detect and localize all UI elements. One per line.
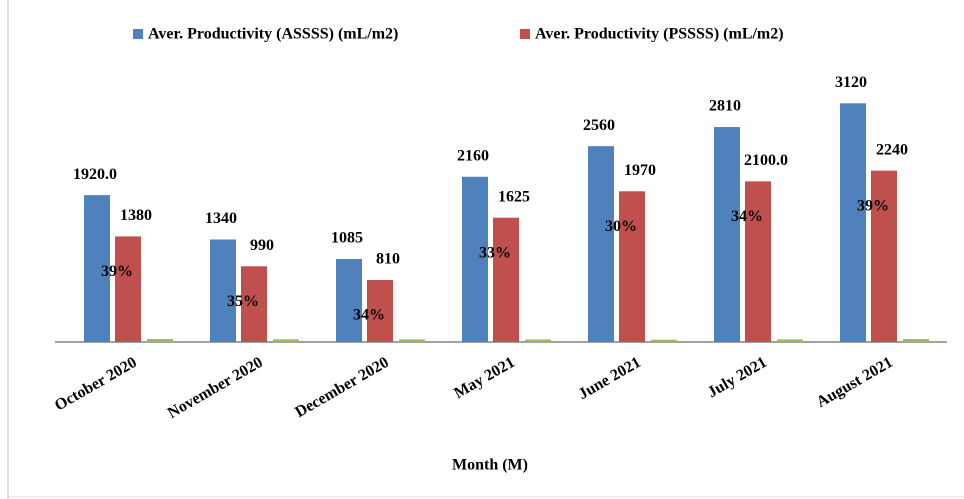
- bar: [714, 127, 740, 342]
- data-label: 1970: [624, 162, 656, 179]
- data-label: 39%: [101, 263, 133, 280]
- legend-swatch: [133, 29, 143, 39]
- data-label: 1625: [498, 188, 530, 205]
- bar: [462, 176, 488, 342]
- bar: [336, 258, 362, 342]
- bar: [619, 191, 645, 342]
- legend-label: Aver. Productivity (ASSSS) (mL/m2): [148, 26, 398, 43]
- data-label: 34%: [731, 208, 763, 225]
- data-label: 2240: [876, 141, 908, 158]
- x-axis-title: Month (M): [452, 457, 528, 474]
- data-label: 39%: [857, 197, 889, 214]
- bar: [210, 239, 236, 342]
- data-label: 2560: [583, 117, 615, 134]
- bar: [777, 339, 803, 342]
- bar: [273, 339, 299, 342]
- bar: [367, 280, 393, 342]
- data-label: 2100.0: [744, 152, 788, 169]
- legend-label: Aver. Productivity (PSSSS) (mL/m2): [535, 26, 784, 43]
- data-label: 30%: [605, 218, 637, 235]
- bar: [651, 339, 677, 342]
- data-label: 1085: [331, 230, 363, 247]
- bar: [903, 339, 929, 342]
- bar: [115, 236, 141, 342]
- bar: [493, 217, 519, 342]
- bar: [871, 170, 897, 342]
- data-label: 2810: [709, 98, 741, 115]
- bar: [399, 339, 425, 342]
- bar: [525, 339, 551, 342]
- data-label: 33%: [479, 244, 511, 261]
- data-label: 3120: [835, 74, 867, 91]
- data-label: 990: [250, 237, 274, 254]
- data-label: 1340: [205, 210, 237, 227]
- legend-swatch: [520, 29, 530, 39]
- bar: [147, 339, 173, 342]
- data-label: 810: [376, 251, 400, 268]
- data-label: 34%: [353, 307, 385, 324]
- bar: [588, 146, 614, 342]
- data-label: 35%: [227, 293, 259, 310]
- data-label: 1920.0: [73, 166, 117, 183]
- bar: [84, 195, 110, 342]
- bar: [840, 103, 866, 342]
- bar: [745, 181, 771, 342]
- data-label: 2160: [457, 147, 489, 164]
- bar: [241, 266, 267, 342]
- data-label: 1380: [120, 207, 152, 224]
